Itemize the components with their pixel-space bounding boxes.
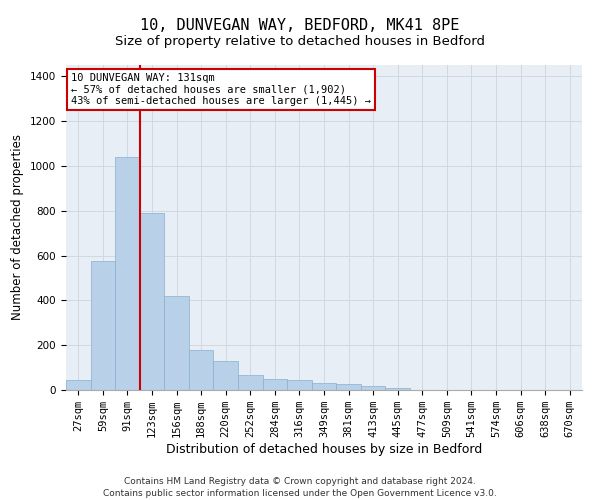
Bar [66,380,91,390]
Bar [140,213,164,390]
Bar [238,376,263,390]
Bar [214,361,238,390]
Y-axis label: Number of detached properties: Number of detached properties [11,134,25,320]
Bar [336,384,361,390]
Text: 10 DUNVEGAN WAY: 131sqm
← 57% of detached houses are smaller (1,902)
43% of semi: 10 DUNVEGAN WAY: 131sqm ← 57% of detache… [71,73,371,106]
Bar [115,157,140,390]
Text: 10, DUNVEGAN WAY, BEDFORD, MK41 8PE: 10, DUNVEGAN WAY, BEDFORD, MK41 8PE [140,18,460,32]
Bar [91,261,115,390]
Text: Size of property relative to detached houses in Bedford: Size of property relative to detached ho… [115,35,485,48]
Bar [385,388,410,390]
X-axis label: Distribution of detached houses by size in Bedford: Distribution of detached houses by size … [166,443,482,456]
Bar [164,296,189,390]
Bar [312,384,336,390]
Bar [189,350,214,390]
Bar [263,379,287,390]
Text: Contains HM Land Registry data © Crown copyright and database right 2024.
Contai: Contains HM Land Registry data © Crown c… [103,476,497,498]
Bar [361,386,385,390]
Bar [287,380,312,390]
